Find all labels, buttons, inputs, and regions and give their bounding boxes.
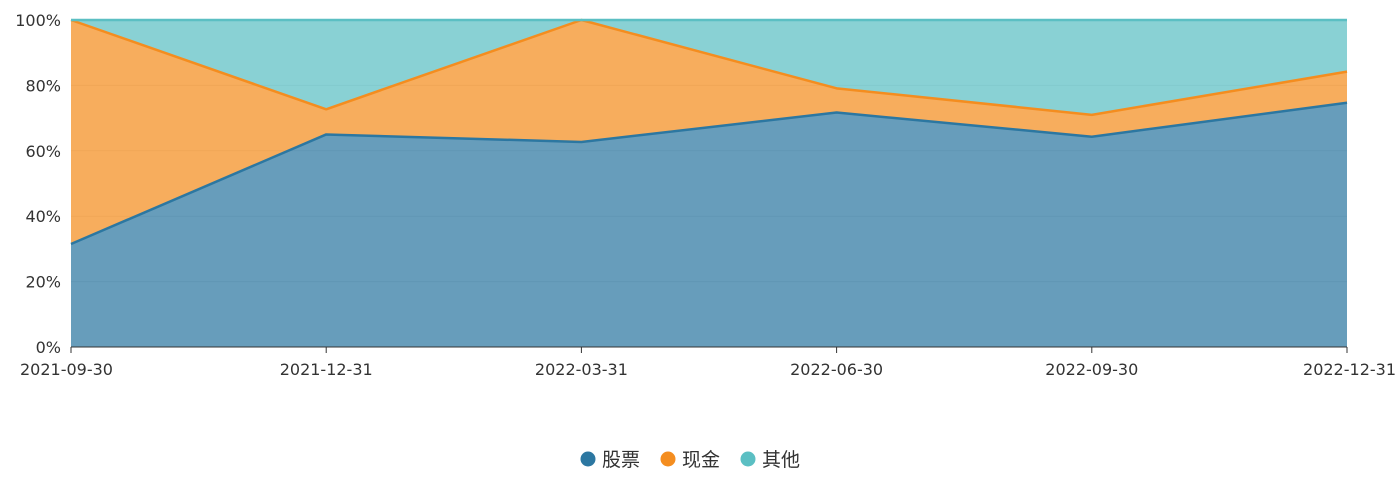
area-股票 [71, 102, 1347, 347]
legend-label: 现金 [682, 449, 720, 471]
legend-swatch [740, 451, 756, 467]
x-tick-label: 2022-09-30 [1045, 360, 1138, 379]
line-layer [70, 18, 1348, 246]
y-tick-label: 60% [25, 142, 61, 161]
y-tick-label: 100% [15, 11, 61, 30]
line-股票 [70, 101, 1348, 246]
x-tick-label: 2022-06-30 [790, 360, 883, 379]
x-tick-label: 2021-09-30 [20, 360, 113, 379]
legend-item-现金[interactable]: 现金 [660, 449, 721, 471]
legend-swatch [660, 451, 676, 467]
y-tick-label: 80% [25, 76, 61, 95]
legend-item-股票[interactable]: 股票 [580, 449, 641, 471]
area-其他 [71, 20, 1347, 115]
legend-swatch [580, 451, 596, 467]
y-tick-label: 20% [25, 273, 61, 292]
line-现金 [70, 18, 1348, 117]
y-tick-label: 40% [25, 207, 61, 226]
legend-label: 股票 [602, 449, 640, 471]
y-tick-label: 0% [36, 338, 61, 357]
area-layer [71, 20, 1347, 347]
x-tick-label: 2021-12-31 [280, 360, 373, 379]
axis-layer: 0% 20% 40% 60% 80% 100% 2021-09-30 2021-12-31 20… [15, 11, 1396, 379]
legend: 股票 现金 其他 [580, 449, 801, 471]
legend-label: 其他 [762, 449, 800, 471]
x-tick-label: 2022-12-31 [1303, 360, 1396, 379]
legend-item-其他[interactable]: 其他 [740, 449, 801, 471]
area-现金 [71, 20, 1347, 244]
x-tick-label: 2022-03-31 [535, 360, 628, 379]
